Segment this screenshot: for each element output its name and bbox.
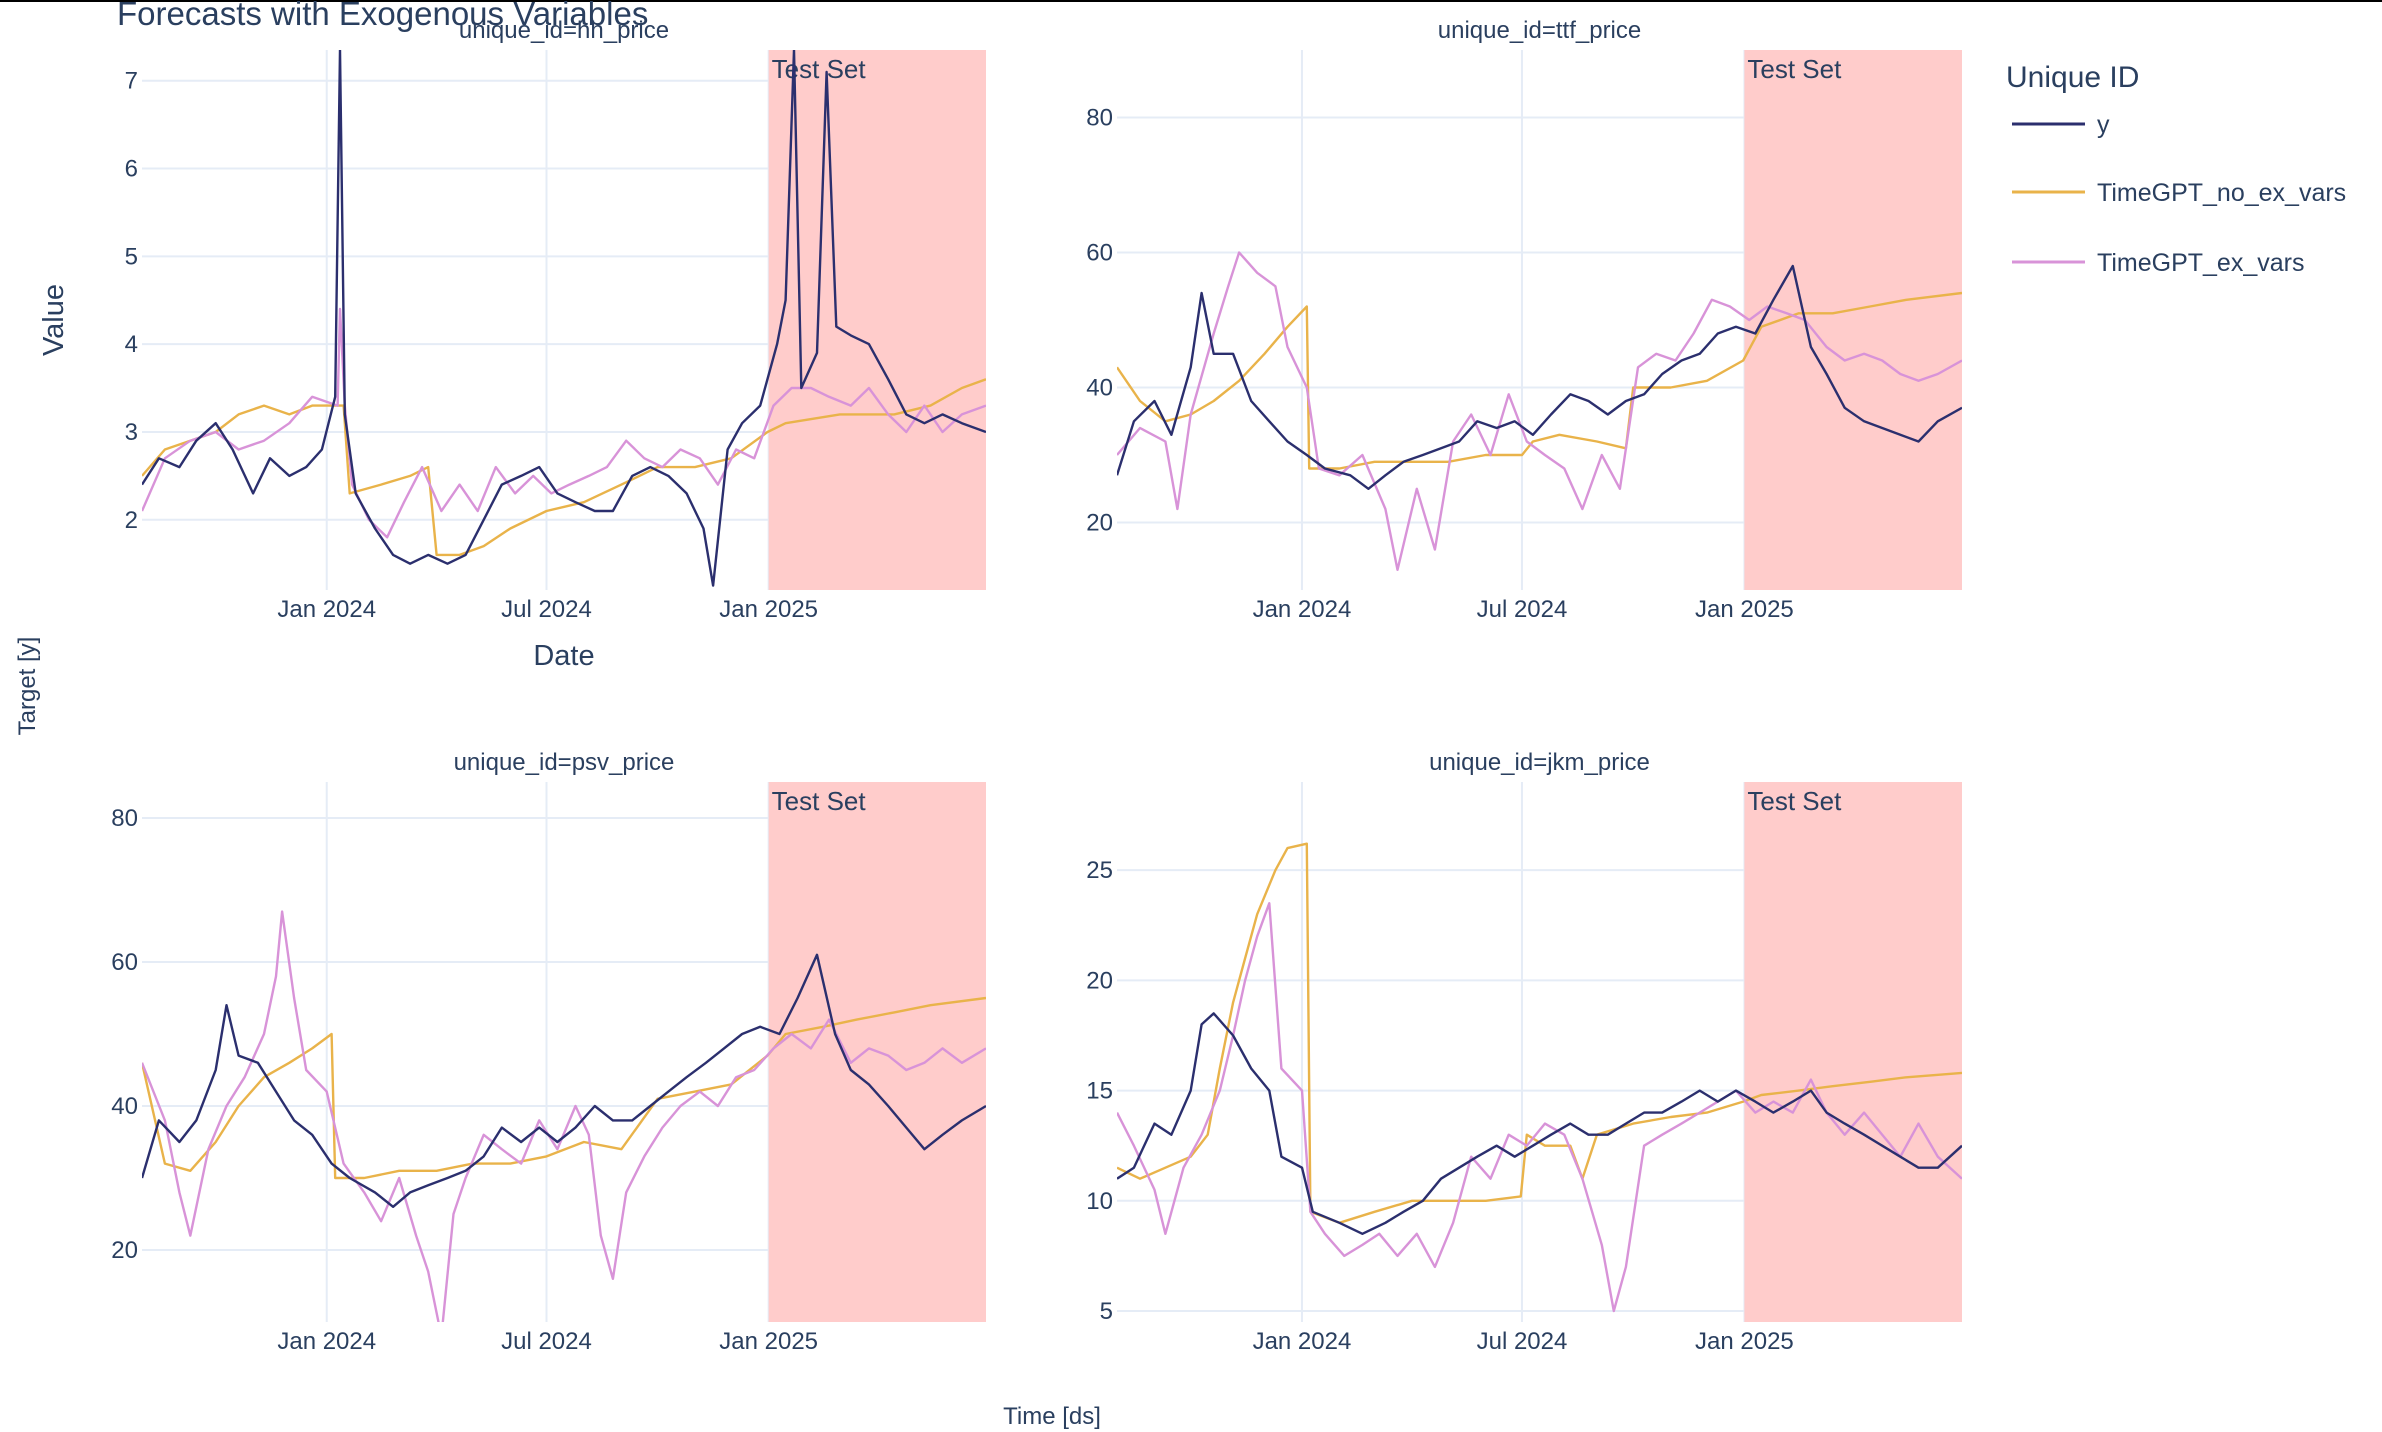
legend-item-timegpt-ex-vars[interactable]: TimeGPT_ex_vars — [2012, 249, 2304, 277]
legend-item-y[interactable]: y — [2012, 111, 2110, 139]
x-tick-label: Jul 2024 — [1477, 1328, 1568, 1355]
y-tick-label: 80 — [111, 805, 138, 832]
series-line-y[interactable] — [1117, 264, 1962, 490]
x-tick-label: Jan 2024 — [1253, 596, 1352, 623]
y-tick-label: 6 — [125, 156, 138, 183]
legend-label-timegpt-no-ex-vars: TimeGPT_no_ex_vars — [2097, 179, 2346, 207]
x-tick-label: Jan 2024 — [277, 596, 376, 623]
y-tick-label: 20 — [1086, 967, 1113, 994]
panel-psv-price: Test Set 20 40 60 80 Jan 2024 Jul 2024 Jan 2025… — [111, 749, 986, 1355]
y-axis-label: Value — [38, 284, 70, 356]
x-tick-label: Jan 2024 — [1253, 1328, 1352, 1355]
x-tick-label: Jan 2025 — [719, 1328, 818, 1355]
shared-x-axis-label: Time [ds] — [1003, 1403, 1101, 1430]
y-tick-label: 60 — [111, 949, 138, 976]
x-tick-label: Jan 2024 — [277, 1328, 376, 1355]
test-set-label: Test Set — [1747, 54, 1842, 84]
series-line-y[interactable] — [142, 50, 986, 587]
x-tick-label: Jul 2024 — [501, 596, 592, 623]
y-tick-label: 20 — [111, 1237, 138, 1264]
series-line-timegpt-no-ex-vars[interactable] — [142, 996, 986, 1180]
legend: Unique ID y TimeGPT_no_ex_vars TimeGPT_e… — [2006, 61, 2346, 277]
series-lines — [1117, 842, 1962, 1313]
y-tick-label: 80 — [1086, 105, 1113, 132]
subplot-title: unique_id=psv_price — [454, 749, 675, 776]
series-line-timegpt-ex-vars[interactable] — [1117, 902, 1962, 1313]
panel-ttf-price: Test Set 20 40 60 80 Jan 2024 Jul 2024 Jan 2025… — [1086, 17, 1962, 623]
series-line-timegpt-no-ex-vars[interactable] — [1117, 291, 1962, 470]
legend-label-y: y — [2097, 111, 2110, 139]
y-tick-label: 5 — [125, 243, 138, 270]
test-set-label: Test Set — [772, 786, 867, 816]
y-tick-label: 40 — [1086, 375, 1113, 402]
series-line-y[interactable] — [142, 953, 986, 1208]
series-line-timegpt-ex-vars[interactable] — [1117, 251, 1962, 571]
subplot-title: unique_id=hh_price — [459, 17, 669, 44]
y-tick-label: 20 — [1086, 510, 1113, 537]
legend-item-timegpt-no-ex-vars[interactable]: TimeGPT_no_ex_vars — [2012, 179, 2346, 207]
y-tick-label: 7 — [125, 68, 138, 95]
x-tick-label: Jan 2025 — [1695, 596, 1794, 623]
test-set-region — [1744, 782, 1962, 1322]
test-set-label: Test Set — [772, 54, 867, 84]
series-line-timegpt-no-ex-vars[interactable] — [1117, 842, 1962, 1224]
x-axis-label: Date — [533, 640, 594, 672]
y-tick-label: 15 — [1086, 1078, 1113, 1105]
y-tick-label: 3 — [125, 419, 138, 446]
subplot-title: unique_id=ttf_price — [1438, 17, 1641, 44]
x-tick-label: Jul 2024 — [501, 1328, 592, 1355]
y-tick-label: 5 — [1100, 1298, 1113, 1325]
y-tick-label: 60 — [1086, 240, 1113, 267]
series-lines — [142, 50, 986, 587]
series-line-timegpt-ex-vars[interactable] — [142, 910, 986, 1337]
x-tick-label: Jul 2024 — [1477, 596, 1568, 623]
series-lines — [142, 910, 986, 1337]
y-tick-label: 10 — [1086, 1188, 1113, 1215]
panel-hh-price: Test Set 2 3 4 5 6 7 Jan 2024 Jul 2024 Jan 2025 un… — [38, 17, 986, 672]
y-tick-label: 25 — [1086, 857, 1113, 884]
y-tick-label: 4 — [125, 331, 138, 358]
series-lines — [1117, 251, 1962, 571]
series-line-timegpt-no-ex-vars[interactable] — [142, 378, 986, 557]
test-set-region — [768, 50, 986, 590]
test-set-label: Test Set — [1747, 786, 1842, 816]
panel-jkm-price: Test Set 5 10 15 20 25 Jan 2024 Jul 2024 Jan 202… — [1086, 749, 1962, 1355]
x-tick-label: Jan 2025 — [719, 596, 818, 623]
subplot-title: unique_id=jkm_price — [1429, 749, 1650, 776]
legend-label-timegpt-ex-vars: TimeGPT_ex_vars — [2097, 249, 2304, 277]
series-line-y[interactable] — [1117, 1012, 1962, 1235]
legend-title: Unique ID — [2006, 61, 2139, 94]
y-tick-label: 40 — [111, 1093, 138, 1120]
x-tick-label: Jan 2025 — [1695, 1328, 1794, 1355]
shared-y-axis-label: Target [y] — [14, 637, 41, 736]
series-line-timegpt-ex-vars[interactable] — [142, 307, 986, 539]
y-tick-label: 2 — [125, 507, 138, 534]
chart-title: Forecasts with Exogenous Variables — [117, 0, 648, 32]
